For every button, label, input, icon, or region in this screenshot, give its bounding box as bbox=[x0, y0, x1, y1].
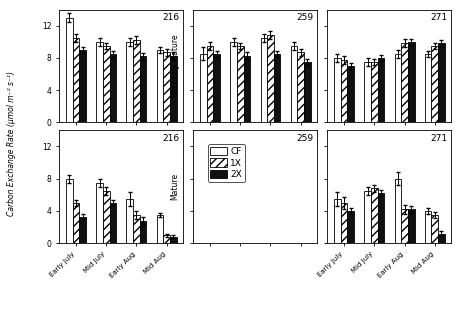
Bar bbox=[126, 42, 133, 123]
Text: 216: 216 bbox=[162, 13, 179, 22]
Bar bbox=[437, 44, 444, 123]
Bar bbox=[96, 42, 103, 123]
Bar bbox=[290, 46, 297, 123]
Bar bbox=[407, 209, 414, 243]
Bar bbox=[437, 234, 444, 243]
Bar bbox=[163, 52, 170, 123]
Bar bbox=[200, 54, 206, 123]
Bar bbox=[157, 50, 163, 123]
Bar bbox=[237, 46, 243, 123]
Bar bbox=[170, 56, 177, 123]
Legend: CF, 1X, 2X: CF, 1X, 2X bbox=[207, 144, 244, 182]
Bar bbox=[364, 62, 370, 123]
Bar bbox=[72, 203, 79, 243]
Bar bbox=[424, 211, 430, 243]
Bar bbox=[109, 54, 116, 123]
Bar bbox=[430, 215, 437, 243]
Text: 259: 259 bbox=[296, 134, 313, 143]
Bar bbox=[79, 50, 86, 123]
Text: Mature: Mature bbox=[170, 173, 179, 200]
Bar bbox=[340, 60, 347, 123]
Bar bbox=[377, 193, 384, 243]
Text: Recently Mature: Recently Mature bbox=[170, 35, 179, 97]
Text: 271: 271 bbox=[430, 13, 447, 22]
Text: 271: 271 bbox=[430, 134, 447, 143]
Bar bbox=[103, 191, 109, 243]
Bar bbox=[157, 215, 163, 243]
Bar bbox=[364, 191, 370, 243]
Bar bbox=[140, 220, 146, 243]
Bar bbox=[206, 46, 213, 123]
Bar bbox=[66, 179, 72, 243]
Bar bbox=[79, 217, 86, 243]
Bar bbox=[347, 66, 353, 123]
Bar bbox=[340, 203, 347, 243]
Bar bbox=[96, 183, 103, 243]
Bar bbox=[377, 58, 384, 123]
Bar bbox=[273, 54, 280, 123]
Bar bbox=[394, 54, 400, 123]
Bar bbox=[230, 42, 237, 123]
Text: 216: 216 bbox=[162, 134, 179, 143]
Bar bbox=[297, 52, 303, 123]
Bar bbox=[370, 62, 377, 123]
Bar bbox=[424, 54, 430, 123]
Bar bbox=[430, 46, 437, 123]
Bar bbox=[133, 215, 140, 243]
Bar bbox=[267, 36, 273, 123]
Bar bbox=[109, 203, 116, 243]
Bar bbox=[260, 38, 267, 123]
Bar bbox=[243, 56, 250, 123]
Bar bbox=[400, 44, 407, 123]
Bar bbox=[170, 237, 177, 243]
Bar bbox=[140, 56, 146, 123]
Bar bbox=[66, 18, 72, 123]
Bar bbox=[303, 62, 310, 123]
Bar bbox=[163, 235, 170, 243]
Bar bbox=[370, 188, 377, 243]
Bar bbox=[133, 40, 140, 123]
Text: 259: 259 bbox=[296, 13, 313, 22]
Bar bbox=[126, 199, 133, 243]
Text: Carbon Exchange Rate (μmol m⁻² s⁻¹): Carbon Exchange Rate (μmol m⁻² s⁻¹) bbox=[7, 71, 16, 217]
Bar bbox=[72, 38, 79, 123]
Bar bbox=[213, 54, 219, 123]
Bar bbox=[400, 209, 407, 243]
Bar bbox=[103, 46, 109, 123]
Bar bbox=[333, 199, 340, 243]
Bar bbox=[394, 179, 400, 243]
Bar bbox=[407, 42, 414, 123]
Bar bbox=[347, 211, 353, 243]
Bar bbox=[333, 58, 340, 123]
